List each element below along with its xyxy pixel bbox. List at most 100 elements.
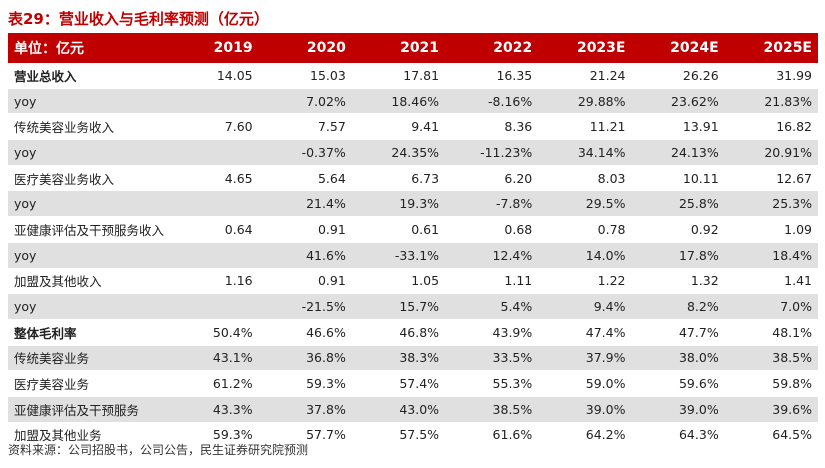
table-cell: 8.03 — [538, 165, 632, 192]
table-cell: 43.1% — [198, 345, 259, 372]
row-label: 加盟及其他收入 — [8, 268, 199, 295]
table-cell: 14.0% — [538, 242, 632, 269]
table-cell: 1.16 — [198, 268, 259, 295]
header-cell: 2019 — [198, 33, 259, 63]
table-row: 加盟及其他收入 1.16 0.91 1.05 1.11 1.22 1.32 1.41 — [8, 268, 818, 295]
table-cell: 29.5% — [538, 190, 632, 218]
row-label: yoy — [8, 293, 199, 320]
table-title: 表29：营业收入与毛利率预测（亿元） — [8, 10, 269, 28]
header-cell: 2020 — [258, 33, 352, 63]
table-cell: 24.35% — [351, 139, 446, 166]
table-cell: 0.64 — [198, 216, 259, 243]
table-cell — [198, 242, 259, 269]
table-cell: 38.3% — [351, 345, 446, 372]
row-label: 医疗美容业务收入 — [8, 165, 199, 192]
table-row: 营业总收入 14.05 15.03 17.81 16.35 21.24 26.26 31.99 — [8, 63, 818, 89]
table-cell: 14.05 — [198, 63, 259, 89]
table-cell: 13.91 — [631, 113, 725, 141]
table-cell: 5.4% — [445, 293, 539, 320]
table-cell: 59.3% — [198, 422, 259, 449]
table-cell: 50.4% — [198, 319, 259, 346]
table-cell: 39.0% — [538, 396, 632, 423]
table-cell: -11.23% — [445, 139, 539, 166]
table-cell: 6.20 — [445, 165, 539, 192]
table-cell: 8.36 — [445, 113, 539, 141]
table-cell: 59.0% — [538, 370, 632, 397]
table-row: 医疗美容业务 61.2% 59.3% 57.4% 55.3% 59.0% 59.6% 59.8… — [8, 370, 818, 397]
table-cell: 46.6% — [258, 319, 352, 346]
row-label: 亚健康评估及干预服务 — [8, 396, 199, 423]
table-cell: 12.67 — [724, 165, 818, 192]
table-cell: 17.8% — [631, 242, 725, 269]
table-cell: 61.2% — [198, 370, 259, 397]
row-label: 医疗美容业务 — [8, 370, 199, 397]
table-cell: 39.0% — [631, 396, 725, 423]
table-cell: 29.88% — [538, 88, 632, 115]
table-cell: 0.78 — [538, 216, 632, 243]
table-cell — [198, 190, 259, 218]
table-cell — [198, 139, 259, 166]
table-cell: 57.5% — [351, 422, 446, 449]
table-cell: 21.24 — [538, 63, 632, 89]
table-cell: -0.37% — [258, 139, 352, 166]
table-cell: -8.16% — [445, 88, 539, 115]
table-cell: 47.4% — [538, 319, 632, 346]
table-body: 营业总收入 14.05 15.03 17.81 16.35 21.24 26.26 31.99… — [8, 63, 818, 449]
table-cell: 64.2% — [538, 422, 632, 449]
row-label: yoy — [8, 88, 199, 115]
table-cell: 1.11 — [445, 268, 539, 295]
table-cell: 5.64 — [258, 165, 352, 192]
table-cell — [198, 88, 259, 115]
table-cell: 0.91 — [258, 268, 352, 295]
table-cell: 10.11 — [631, 165, 725, 192]
row-label: 整体毛利率 — [8, 319, 199, 346]
table-cell: 1.22 — [538, 268, 632, 295]
table-row: 加盟及其他业务 59.3% 57.7% 57.5% 61.6% 64.2% 64.3% 64.… — [8, 422, 818, 449]
table-cell: 0.68 — [445, 216, 539, 243]
table-cell: 43.9% — [445, 319, 539, 346]
table-cell: 7.60 — [198, 113, 259, 141]
table-cell: 36.8% — [258, 345, 352, 372]
table-cell: 59.8% — [724, 370, 818, 397]
table-header-row: 单位：亿元 2019 2020 2021 2022 2023E 2024E 20… — [8, 33, 818, 63]
table-cell: 47.7% — [631, 319, 725, 346]
table-cell: 17.81 — [351, 63, 446, 89]
table-cell: 64.5% — [724, 422, 818, 449]
table-cell: 4.65 — [198, 165, 259, 192]
table-row: 传统美容业务收入 7.60 7.57 9.41 8.36 11.21 13.91 16.82 — [8, 113, 818, 141]
table-cell: 0.61 — [351, 216, 446, 243]
table-cell: 7.57 — [258, 113, 352, 141]
table-row: yoy -0.37% 24.35% -11.23% 34.14% 24.13% 20.91% — [8, 139, 818, 166]
table-cell: 48.1% — [724, 319, 818, 346]
table-row: yoy 7.02% 18.46% -8.16% 29.88% 23.62% 21.83% — [8, 88, 818, 115]
table-cell: 8.2% — [631, 293, 725, 320]
row-label: yoy — [8, 139, 199, 166]
table-cell: -7.8% — [445, 190, 539, 218]
table-cell: 16.35 — [445, 63, 539, 89]
table-row: 传统美容业务 43.1% 36.8% 38.3% 33.5% 37.9% 38.0% 38.5… — [8, 345, 818, 372]
table-row: yoy 41.6% -33.1% 12.4% 14.0% 17.8% 18.4% — [8, 242, 818, 269]
row-label: 加盟及其他业务 — [8, 422, 199, 449]
table-cell: 41.6% — [258, 242, 352, 269]
table-cell: 34.14% — [538, 139, 632, 166]
table-cell: 43.0% — [351, 396, 446, 423]
table-cell: 21.4% — [258, 190, 352, 218]
row-label: 传统美容业务 — [8, 345, 199, 372]
table-cell: 25.3% — [724, 190, 818, 218]
row-label: 传统美容业务收入 — [8, 113, 199, 141]
table-cell: 26.26 — [631, 63, 725, 89]
table-cell: 1.09 — [724, 216, 818, 243]
table-cell: -21.5% — [258, 293, 352, 320]
table-cell: 11.21 — [538, 113, 632, 141]
header-cell: 2022 — [445, 33, 539, 63]
table-cell: 37.9% — [538, 345, 632, 372]
table-cell: 19.3% — [351, 190, 446, 218]
table-cell: 33.5% — [445, 345, 539, 372]
table-cell: 15.7% — [351, 293, 446, 320]
table-cell: 21.83% — [724, 88, 818, 115]
table-cell: 57.7% — [258, 422, 352, 449]
table-cell: 23.62% — [631, 88, 725, 115]
row-label: yoy — [8, 242, 199, 269]
table-cell: 9.4% — [538, 293, 632, 320]
table-row: 亚健康评估及干预服务收入 0.64 0.91 0.61 0.68 0.78 0.92 1.09 — [8, 216, 818, 243]
